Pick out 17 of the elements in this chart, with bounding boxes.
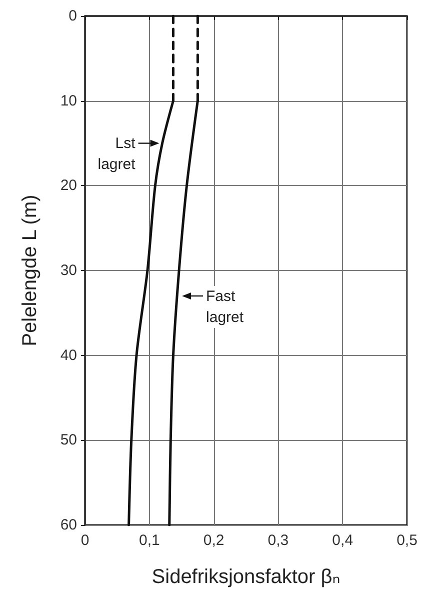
x-tick-label: 0 bbox=[80, 532, 90, 549]
y-tick-label: 50 bbox=[60, 432, 77, 449]
x-tick-label: 0,1 bbox=[138, 532, 160, 549]
y-tick-label: 30 bbox=[60, 262, 77, 279]
y-tick-label: 10 bbox=[60, 92, 77, 110]
x-tick-label: 0,5 bbox=[396, 532, 418, 549]
annotation: Fast lagret bbox=[206, 286, 244, 328]
x-tick-label: 0,4 bbox=[332, 532, 354, 549]
y-tick-label: 40 bbox=[60, 346, 77, 364]
y-tick-label: 60 bbox=[60, 516, 77, 534]
x-tick-label: 0,2 bbox=[203, 532, 224, 549]
x-axis-title: Sidefriksjonsfaktor βₙ bbox=[152, 566, 340, 588]
x-tick-label: 0,3 bbox=[268, 532, 289, 549]
y-axis-title: Pelelengde L (m) bbox=[19, 194, 41, 346]
y-tick-label: 0 bbox=[68, 8, 77, 24]
y-tick-label: 20 bbox=[60, 177, 77, 194]
annotation: Lst lagret bbox=[98, 133, 136, 176]
